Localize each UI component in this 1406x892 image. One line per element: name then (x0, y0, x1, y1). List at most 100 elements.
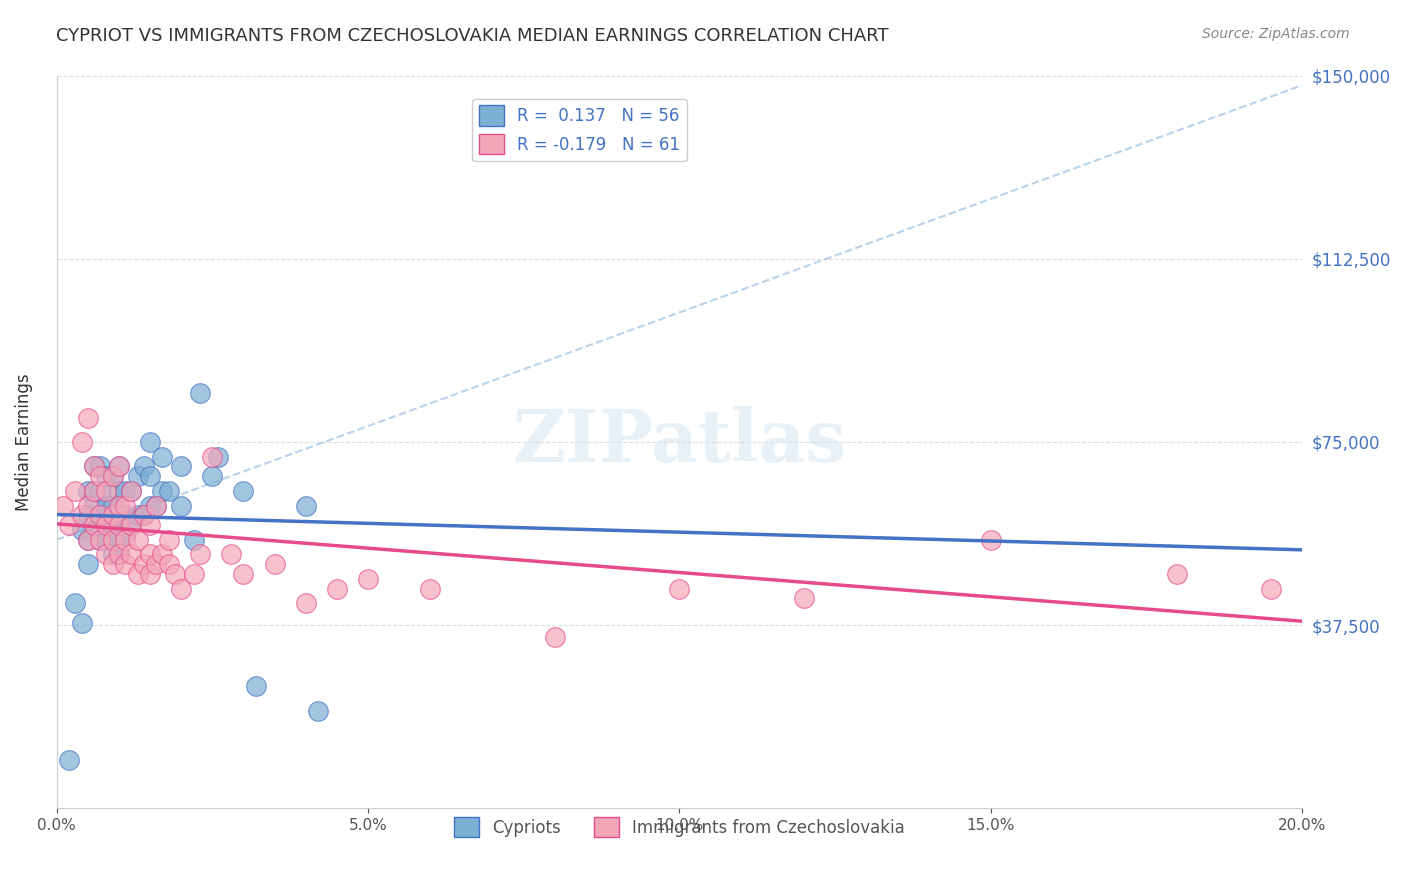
Point (101, 469, 124, 483)
Point (108, 528, 131, 542)
Point (170, 499, 193, 513)
Point (245, 679, 267, 693)
Point (163, 566, 186, 581)
Point (668, 582, 690, 596)
Point (76, 533, 98, 547)
Point (58, 518, 80, 533)
Point (70, 508, 93, 523)
Point (101, 518, 124, 533)
Point (76, 499, 98, 513)
Point (201, 469, 224, 483)
Point (170, 582, 193, 596)
Point (114, 557, 136, 571)
Point (83, 508, 105, 523)
Point (307, 704, 329, 718)
Point (70, 523, 93, 537)
Point (152, 547, 174, 561)
Point (120, 483, 142, 498)
Point (108, 499, 131, 513)
Point (76, 508, 98, 523)
Point (183, 533, 205, 547)
Point (139, 518, 162, 533)
Point (120, 483, 142, 498)
Point (108, 483, 131, 498)
Point (132, 557, 155, 571)
Point (980, 533, 1002, 547)
Point (108, 508, 131, 523)
Point (157, 483, 180, 498)
Point (157, 557, 180, 571)
Point (183, 566, 205, 581)
Point (139, 469, 162, 483)
Point (101, 547, 124, 561)
Point (263, 557, 285, 571)
Point (52, 499, 75, 513)
Point (120, 547, 142, 561)
Point (793, 591, 815, 606)
Point (76, 557, 98, 571)
Point (89, 469, 111, 483)
Point (326, 582, 349, 596)
Point (101, 499, 124, 513)
Text: Source: ZipAtlas.com: Source: ZipAtlas.com (1202, 27, 1350, 41)
Point (108, 547, 131, 561)
Point (188, 547, 211, 561)
Point (132, 508, 155, 523)
Point (76, 410, 98, 425)
Point (120, 518, 142, 533)
Point (83, 483, 105, 498)
Point (201, 450, 224, 464)
Point (145, 557, 167, 571)
Point (83, 459, 105, 474)
Point (83, 518, 105, 533)
Point (207, 450, 229, 464)
Point (152, 483, 174, 498)
Point (108, 459, 131, 474)
Point (132, 459, 155, 474)
Point (96, 533, 118, 547)
Point (132, 508, 155, 523)
Point (145, 499, 167, 513)
Point (419, 582, 441, 596)
Point (89, 508, 111, 523)
Point (83, 518, 105, 533)
Point (58, 753, 80, 767)
Point (294, 596, 316, 610)
Point (1260, 582, 1282, 596)
Point (114, 508, 136, 523)
Point (127, 533, 149, 547)
Point (294, 499, 316, 513)
Text: ZIPatlas: ZIPatlas (512, 407, 846, 477)
Legend: Cypriots, Immigrants from Czechoslovakia: Cypriots, Immigrants from Czechoslovakia (447, 811, 911, 844)
Point (108, 518, 131, 533)
Point (114, 499, 136, 513)
Point (89, 459, 111, 474)
Point (89, 533, 111, 547)
Point (1166, 566, 1188, 581)
Point (96, 499, 118, 513)
Point (83, 499, 105, 513)
Point (127, 469, 149, 483)
Point (544, 631, 567, 645)
Point (96, 483, 118, 498)
Point (89, 508, 111, 523)
Point (232, 566, 254, 581)
Point (108, 459, 131, 474)
Point (114, 533, 136, 547)
Point (120, 518, 142, 533)
Point (139, 566, 162, 581)
Point (83, 483, 105, 498)
Point (96, 547, 118, 561)
Point (127, 508, 149, 523)
Point (114, 528, 136, 542)
Point (96, 518, 118, 533)
Point (127, 566, 149, 581)
Y-axis label: Median Earnings: Median Earnings (15, 373, 32, 511)
Point (108, 547, 131, 561)
Point (139, 499, 162, 513)
Point (357, 572, 380, 586)
Point (96, 469, 118, 483)
Point (89, 483, 111, 498)
Point (232, 483, 254, 498)
Point (101, 469, 124, 483)
